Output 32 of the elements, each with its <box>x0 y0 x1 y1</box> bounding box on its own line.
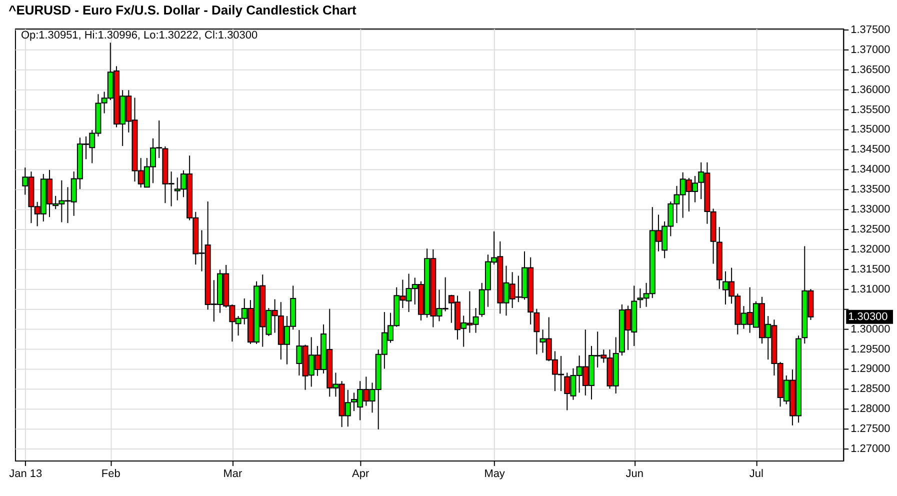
y-tick-label: 1.36000 <box>850 84 890 96</box>
candlestick <box>534 308 540 355</box>
y-tick-label: 1.30000 <box>850 323 890 336</box>
y-tick-label: 1.35500 <box>850 104 890 116</box>
y-tick-label: 1.27000 <box>850 443 890 456</box>
y-tick-label: 1.37500 <box>850 24 890 36</box>
y-tick-label: 1.27500 <box>850 423 890 436</box>
y-tick-label: 1.34500 <box>850 144 890 156</box>
x-tick-label: Jan 13 <box>9 468 42 480</box>
y-tick-label: 1.33500 <box>850 184 890 196</box>
y-tick-label: 1.28000 <box>850 403 890 416</box>
y-tick-label: 1.35000 <box>850 124 890 136</box>
chart-title: ^EURUSD - Euro Fx/U.S. Dollar - Daily Candlestick Chart <box>8 2 358 18</box>
y-tick-label: 1.29000 <box>850 363 890 376</box>
y-tick-label: 1.28500 <box>850 383 890 396</box>
y-tick-label: 1.31500 <box>850 263 890 276</box>
y-tick-label: 1.32000 <box>850 243 890 256</box>
x-tick-label: Jul <box>749 468 764 480</box>
y-tick-label: 1.34000 <box>850 164 890 176</box>
x-tick-label: May <box>484 468 506 480</box>
y-tick-label: 1.36500 <box>850 64 890 76</box>
y-tick-label: 1.33000 <box>850 204 890 216</box>
x-tick-label: Apr <box>352 468 370 480</box>
x-tick-label: Feb <box>101 468 120 480</box>
annotation: Op:1.30951, Hi:1.30996, Lo:1.30222, Cl:1.30300 <box>20 29 258 42</box>
x-tick-label: Mar <box>223 468 242 480</box>
y-tick-label: 1.32500 <box>850 224 890 236</box>
y-tick-label: 1.31000 <box>850 283 890 296</box>
x-tick-label: Jun <box>626 468 644 480</box>
text: 1.30300 <box>848 310 888 323</box>
y-tick-label: 1.29500 <box>850 343 890 356</box>
y-tick-label: 1.37000 <box>850 44 890 56</box>
